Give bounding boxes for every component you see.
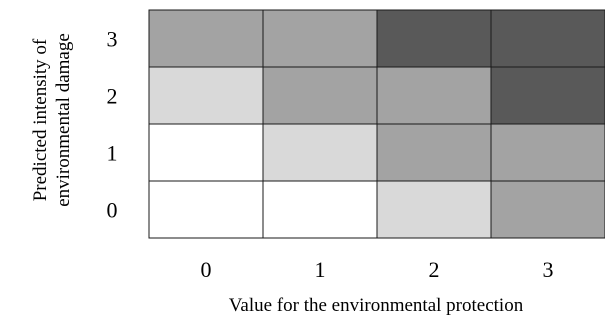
heatmap-cell-x3-y1 — [490, 123, 605, 182]
x-axis-label: Value for the environmental protection — [229, 295, 524, 316]
heatmap-cell-x0-y1 — [148, 123, 264, 182]
y-axis-label: Predicted intensity of environmental dam… — [30, 33, 74, 207]
y-axis-label-line-2: environmental damage — [53, 33, 74, 207]
heatmap-cell-x2-y3 — [376, 9, 492, 68]
x-tick-labels: 0 1 2 3 — [201, 257, 554, 282]
heatmap-cell-x3-y2 — [490, 66, 605, 125]
y-tick-labels: 0 1 2 3 — [107, 27, 118, 223]
heatmap-cells — [148, 9, 605, 239]
heatmap-cell-x1-y1 — [262, 123, 378, 182]
heatmap-cell-x0-y3 — [148, 9, 264, 68]
x-tick-label-2: 2 — [429, 257, 440, 282]
heatmap-cell-x0-y0 — [148, 180, 264, 239]
y-tick-label-3: 3 — [107, 27, 118, 52]
heatmap-cell-x2-y0 — [376, 180, 492, 239]
heatmap-cell-x3-y0 — [490, 180, 605, 239]
heatmap-cell-x2-y1 — [376, 123, 492, 182]
heatmap-cell-x3-y3 — [490, 9, 605, 68]
y-tick-label-1: 1 — [107, 141, 118, 166]
heatmap-cell-x1-y2 — [262, 66, 378, 125]
heatmap-cell-x0-y2 — [148, 66, 264, 125]
y-tick-label-0: 0 — [107, 198, 118, 223]
x-tick-label-3: 3 — [543, 257, 554, 282]
y-tick-label-2: 2 — [107, 84, 118, 109]
y-axis-label-line-1: Predicted intensity of — [30, 38, 51, 201]
heatmap-cell-x1-y0 — [262, 180, 378, 239]
x-tick-label-0: 0 — [201, 257, 212, 282]
x-tick-label-1: 1 — [315, 257, 326, 282]
heatmap-cell-x2-y2 — [376, 66, 492, 125]
heatmap-cell-x1-y3 — [262, 9, 378, 68]
